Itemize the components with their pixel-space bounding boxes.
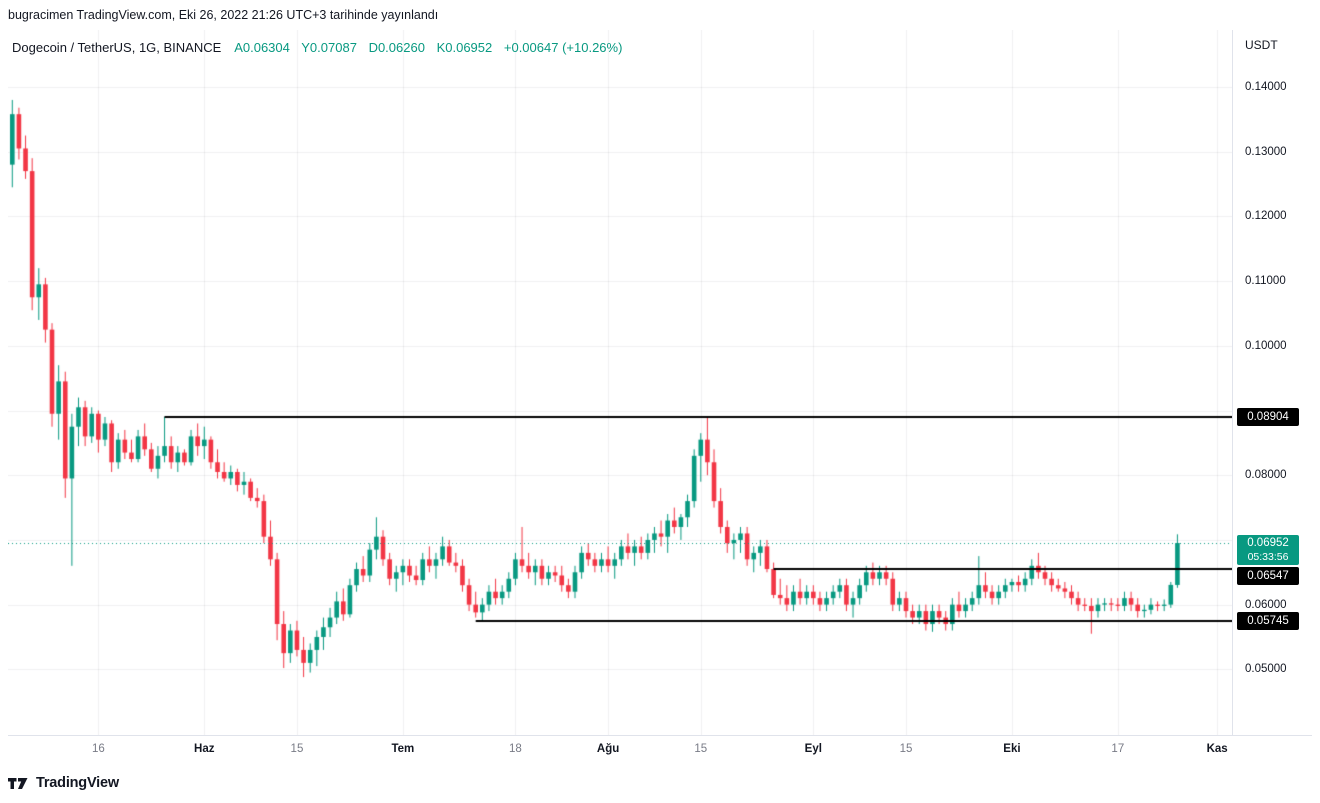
time-label: 16 bbox=[91, 743, 105, 755]
chart-pane: Dogecoin / TetherUS, 1G, BINANCE A0.0630… bbox=[8, 30, 1232, 735]
time-label: Eyl bbox=[804, 743, 822, 755]
tradingview-brand[interactable]: TradingView bbox=[36, 775, 119, 791]
chart-frame: Dogecoin / TetherUS, 1G, BINANCE A0.0630… bbox=[0, 30, 1320, 763]
price-axis[interactable]: USDT 0.14000 0.13000 0.12000 0.11000 0.10000… bbox=[1232, 30, 1320, 735]
symbol-title: Dogecoin / TetherUS, 1G, BINANCE bbox=[12, 40, 222, 55]
price-change: +0.00647 (+10.26%) bbox=[503, 40, 623, 55]
tradingview-logo-icon[interactable] bbox=[8, 777, 29, 790]
current-price-badge: 0.06952 05:33:56 bbox=[1237, 535, 1299, 566]
time-label: Kas bbox=[1206, 743, 1228, 755]
time-label: Ağu bbox=[596, 743, 620, 755]
ohlc-high: Y0.07087 bbox=[301, 40, 357, 55]
price-level-badge: 0.08904 bbox=[1237, 407, 1299, 426]
time-label: Eki bbox=[1003, 743, 1021, 755]
price-tick: 0.08000 bbox=[1245, 469, 1287, 482]
price-level-badge: 0.06547 bbox=[1237, 567, 1299, 586]
ohlc-low: D0.06260 bbox=[368, 40, 425, 55]
price-tick: 0.05000 bbox=[1245, 663, 1287, 676]
time-label: 17 bbox=[1111, 743, 1125, 755]
published-bar-text: bugracimen TradingView.com, Eki 26, 2022… bbox=[8, 8, 439, 22]
ohlc-open: A0.06304 bbox=[234, 40, 290, 55]
price-level-badge: 0.05745 bbox=[1237, 612, 1299, 631]
time-label: Tem bbox=[391, 743, 415, 755]
price-tick: 0.13000 bbox=[1245, 145, 1287, 158]
current-price-value: 0.06952 bbox=[1247, 537, 1289, 550]
published-bar: bugracimen TradingView.com, Eki 26, 2022… bbox=[0, 0, 1320, 30]
ohlc-close: K0.06952 bbox=[436, 40, 493, 55]
time-label: Haz bbox=[194, 743, 215, 755]
price-tick: 0.14000 bbox=[1245, 81, 1287, 93]
bar-close-countdown: 05:33:56 bbox=[1247, 551, 1289, 564]
chart-legend: Dogecoin / TetherUS, 1G, BINANCE A0.0630… bbox=[12, 40, 630, 55]
candlestick-canvas[interactable] bbox=[8, 30, 1232, 735]
time-label: 15 bbox=[290, 743, 304, 755]
time-label: 15 bbox=[694, 743, 708, 755]
time-label: 15 bbox=[899, 743, 913, 755]
price-tick: 0.12000 bbox=[1245, 210, 1287, 223]
time-label: 18 bbox=[509, 743, 522, 755]
price-tick: 0.11000 bbox=[1245, 275, 1286, 288]
footer: TradingView bbox=[0, 763, 1320, 803]
price-tick: 0.06000 bbox=[1245, 598, 1287, 611]
price-tick: 0.10000 bbox=[1245, 339, 1287, 352]
quote-currency-label: USDT bbox=[1245, 38, 1278, 52]
time-axis[interactable]: 16 Haz 15 Tem 18 Ağu 15 Eyl 15 Eki 17 Kas bbox=[8, 735, 1312, 763]
